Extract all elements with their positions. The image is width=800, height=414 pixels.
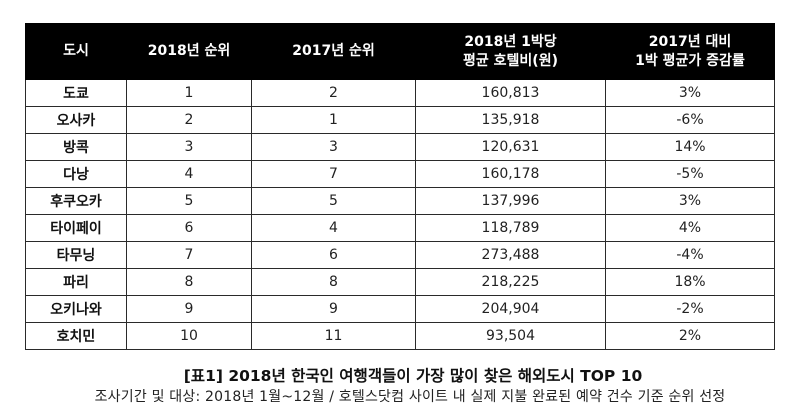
table-row: 호치민 10 11 93,504 2% — [25, 322, 775, 350]
cell-change: -6% — [605, 106, 775, 134]
cell-city: 타이페이 — [25, 214, 127, 242]
table-row: 다낭 4 7 160,178 -5% — [25, 160, 775, 188]
cell-city: 도쿄 — [25, 79, 127, 107]
table-row: 오키나와 9 9 204,904 -2% — [25, 295, 775, 323]
cell-avg-price: 118,789 — [415, 214, 606, 242]
cell-avg-price: 135,918 — [415, 106, 606, 134]
cell-rank-2017: 5 — [251, 187, 416, 215]
cell-rank-2018: 8 — [126, 268, 252, 296]
table-row: 파리 8 8 218,225 18% — [25, 268, 775, 296]
cell-avg-price: 93,504 — [415, 322, 606, 350]
hotel-ranking-table-container: 도시 2018년 순위 2017년 순위 2018년 1박당 평균 호텔비(원)… — [25, 23, 775, 350]
table-row: 방콕 3 3 120,631 14% — [25, 133, 775, 161]
table-caption-title: [표1] 2018년 한국인 여행객들이 가장 많이 찾은 해외도시 TOP 1… — [183, 367, 643, 385]
cell-change: 14% — [605, 133, 775, 161]
cell-rank-2017: 9 — [251, 295, 416, 323]
cell-change: 3% — [605, 187, 775, 215]
cell-city: 오사카 — [25, 106, 127, 134]
cell-rank-2018: 9 — [126, 295, 252, 323]
cell-avg-price: 204,904 — [415, 295, 606, 323]
cell-change: -4% — [605, 241, 775, 269]
cell-rank-2017: 1 — [251, 106, 416, 134]
cell-city: 호치민 — [25, 322, 127, 350]
cell-change: -5% — [605, 160, 775, 188]
cell-avg-price: 218,225 — [415, 268, 606, 296]
cell-rank-2018: 3 — [126, 133, 252, 161]
cell-rank-2017: 2 — [251, 79, 416, 107]
cell-city: 파리 — [25, 268, 127, 296]
table-row: 도쿄 1 2 160,813 3% — [25, 79, 775, 107]
cell-change: 4% — [605, 214, 775, 242]
cell-avg-price: 160,813 — [415, 79, 606, 107]
cell-change: 18% — [605, 268, 775, 296]
table-row: 후쿠오카 5 5 137,996 3% — [25, 187, 775, 215]
table-caption-note: 조사기간 및 대상: 2018년 1월~12월 / 호텔스닷컴 사이트 내 실제… — [94, 389, 726, 405]
cell-rank-2017: 11 — [251, 322, 416, 350]
cell-rank-2018: 5 — [126, 187, 252, 215]
cell-avg-price: 120,631 — [415, 133, 606, 161]
cell-city: 후쿠오카 — [25, 187, 127, 215]
cell-rank-2018: 6 — [126, 214, 252, 242]
table-header: 도시 2018년 순위 2017년 순위 2018년 1박당 평균 호텔비(원)… — [25, 23, 775, 80]
header-avg-price: 2018년 1박당 평균 호텔비(원) — [415, 23, 606, 80]
table-row: 오사카 2 1 135,918 -6% — [25, 106, 775, 134]
cell-city: 타무닝 — [25, 241, 127, 269]
cell-avg-price: 273,488 — [415, 241, 606, 269]
cell-rank-2018: 7 — [126, 241, 252, 269]
cell-rank-2018: 4 — [126, 160, 252, 188]
table-row: 타이페이 6 4 118,789 4% — [25, 214, 775, 242]
cell-change: 3% — [605, 79, 775, 107]
cell-rank-2017: 8 — [251, 268, 416, 296]
hotel-ranking-table: 도시 2018년 순위 2017년 순위 2018년 1박당 평균 호텔비(원)… — [25, 23, 775, 350]
cell-rank-2017: 3 — [251, 133, 416, 161]
cell-city: 오키나와 — [25, 295, 127, 323]
header-row: 도시 2018년 순위 2017년 순위 2018년 1박당 평균 호텔비(원)… — [25, 23, 775, 80]
header-rank-2017: 2017년 순위 — [251, 23, 416, 80]
header-city: 도시 — [25, 23, 127, 80]
cell-city: 다낭 — [25, 160, 127, 188]
header-change-rate: 2017년 대비 1박 평균가 증감률 — [605, 23, 775, 80]
cell-rank-2018: 1 — [126, 79, 252, 107]
cell-rank-2017: 4 — [251, 214, 416, 242]
cell-rank-2017: 7 — [251, 160, 416, 188]
cell-change: -2% — [605, 295, 775, 323]
header-rank-2018: 2018년 순위 — [126, 23, 252, 80]
cell-avg-price: 137,996 — [415, 187, 606, 215]
cell-rank-2018: 2 — [126, 106, 252, 134]
cell-change: 2% — [605, 322, 775, 350]
cell-city: 방콕 — [25, 133, 127, 161]
table-body: 도쿄 1 2 160,813 3% 오사카 2 1 135,918 -6% 방콕… — [25, 79, 775, 350]
table-row: 타무닝 7 6 273,488 -4% — [25, 241, 775, 269]
cell-rank-2017: 6 — [251, 241, 416, 269]
cell-avg-price: 160,178 — [415, 160, 606, 188]
cell-rank-2018: 10 — [126, 322, 252, 350]
